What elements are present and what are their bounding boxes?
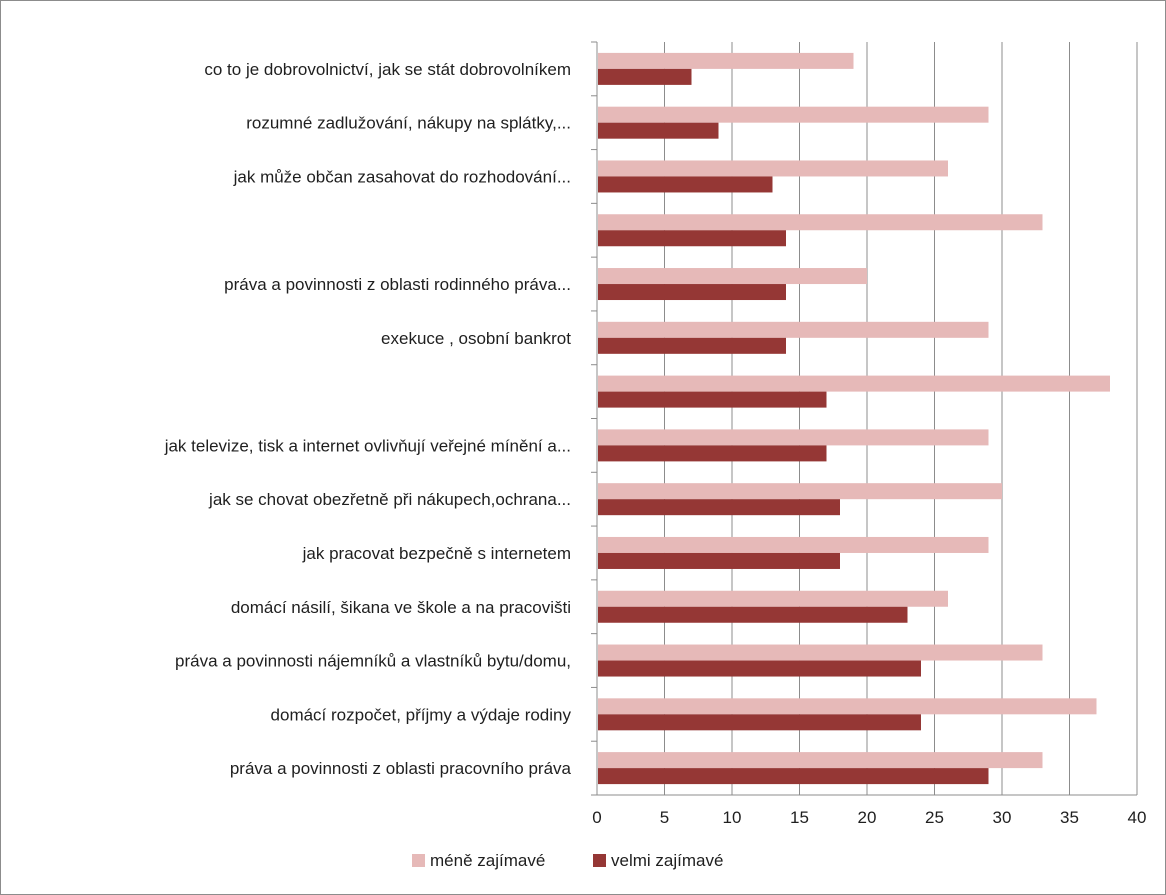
bar (598, 52, 854, 69)
bar (598, 445, 827, 462)
bar (598, 499, 840, 516)
x-tick-label: 30 (993, 808, 1012, 827)
category-label: rozumné zadlužování, nákupy na splátky,.… (246, 114, 571, 133)
x-tick-label: 10 (723, 808, 742, 827)
bar (598, 752, 1043, 769)
bar (598, 176, 773, 193)
bar (598, 714, 921, 731)
bar (598, 160, 948, 177)
gridlines (664, 42, 1138, 795)
category-label: domácí násilí, šikana ve škole a na prac… (231, 598, 571, 617)
bar (598, 268, 867, 285)
bar (598, 68, 692, 85)
bar (598, 644, 1043, 661)
category-label: jak se chovat obezřetně při nákupech,och… (208, 490, 571, 509)
axes (591, 41, 1137, 796)
legend-swatch (412, 854, 425, 867)
bar (598, 660, 921, 677)
bar (598, 429, 989, 446)
category-label: práva a povinnosti nájemníků a vlastníků… (175, 652, 571, 671)
bar (598, 768, 989, 785)
x-tick-label: 15 (790, 808, 809, 827)
bar (598, 122, 719, 139)
category-label: práva a povinnosti z oblasti pracovního … (230, 759, 572, 778)
bar (598, 284, 786, 301)
category-label: jak televize, tisk a internet ovlivňují … (164, 436, 571, 455)
bar (598, 375, 1110, 392)
bars (598, 52, 1110, 785)
legend-label: velmi zajímavé (611, 851, 723, 870)
category-labels: co to je dobrovolnictví, jak se stát dob… (164, 60, 572, 778)
bar (598, 337, 786, 354)
category-label: práva a povinnosti z oblasti rodinného p… (224, 275, 571, 294)
x-tick-label: 25 (925, 808, 944, 827)
bar (598, 214, 1043, 231)
bar (598, 590, 948, 607)
bar (598, 483, 1002, 500)
bar (598, 552, 840, 569)
category-label: co to je dobrovolnictví, jak se stát dob… (204, 60, 571, 79)
x-tick-label: 20 (858, 808, 877, 827)
legend-swatch (593, 854, 606, 867)
category-label: domácí rozpočet, příjmy a výdaje rodiny (271, 705, 572, 724)
legend: méně zajímavé velmi zajímavé (412, 851, 723, 870)
bar (598, 606, 908, 623)
bar (598, 536, 989, 553)
category-label: exekuce , osobní bankrot (381, 329, 571, 348)
bar (598, 230, 786, 247)
bar (598, 391, 827, 408)
bar (598, 106, 989, 123)
bar (598, 698, 1097, 715)
x-tick-label: 5 (660, 808, 669, 827)
x-tick-label: 35 (1060, 808, 1079, 827)
legend-label: méně zajímavé (430, 851, 545, 870)
category-label: jak pracovat bezpečně s internetem (302, 544, 571, 563)
x-tick-label: 0 (592, 808, 601, 827)
bar (598, 321, 989, 338)
category-label: jak může občan zasahovat do rozhodování.… (233, 167, 571, 186)
x-tick-labels: 0 5 10 15 20 25 30 35 40 (592, 808, 1146, 827)
x-tick-label: 40 (1128, 808, 1147, 827)
